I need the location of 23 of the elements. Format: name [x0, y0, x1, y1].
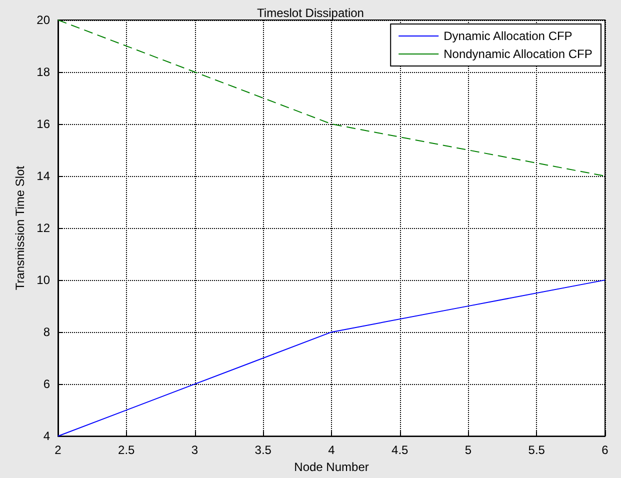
- legend-label: Nondynamic Allocation CFP: [444, 47, 592, 61]
- y-tick-label: 12: [36, 221, 50, 236]
- y-tick-label: 6: [43, 377, 50, 392]
- x-tick-label: 2.5: [118, 443, 136, 458]
- x-tick-label: 3: [191, 443, 198, 458]
- x-tick-label: 5.5: [528, 443, 546, 458]
- legend-label: Dynamic Allocation CFP: [444, 29, 572, 43]
- x-tick-label: 6: [602, 443, 609, 458]
- y-tick-label: 8: [43, 325, 50, 340]
- x-tick-label: 2: [54, 443, 62, 458]
- y-tick-label: 18: [36, 65, 50, 80]
- x-tick-label: 4: [328, 443, 336, 458]
- y-tick-label: 4: [43, 429, 50, 444]
- y-axis-title: Transmission Time Slot: [12, 165, 27, 290]
- y-tick-label: 16: [36, 117, 50, 132]
- y-tick-label: 10: [36, 273, 50, 288]
- y-tick-label: 20: [36, 13, 50, 27]
- x-axis-title: Node Number: [294, 460, 369, 474]
- x-tick-label: 3.5: [254, 443, 272, 458]
- x-tick-label: 4.5: [392, 443, 409, 458]
- chart-title: Timeslot Dissipation: [257, 6, 364, 20]
- y-tick-label: 14: [36, 169, 50, 184]
- x-tick-label: 5: [464, 443, 472, 458]
